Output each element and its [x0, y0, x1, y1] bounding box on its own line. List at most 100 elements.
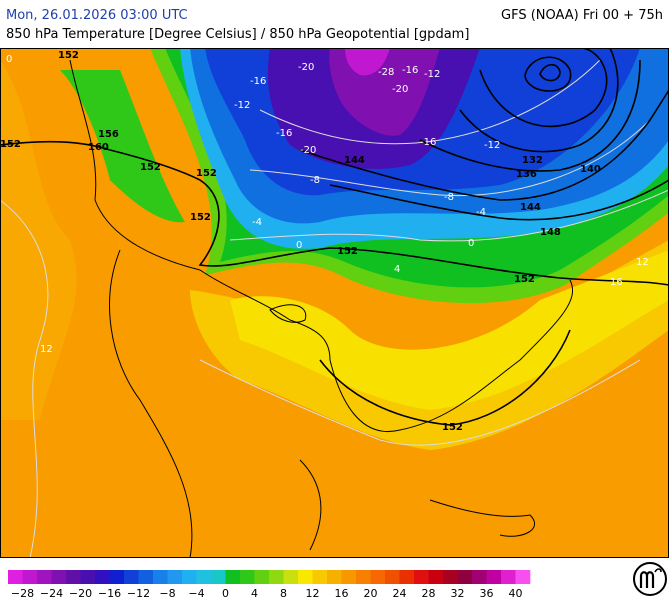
legend-swatch	[486, 570, 502, 584]
isotherm-label: -8	[444, 192, 454, 203]
legend-swatch	[370, 570, 386, 584]
contour-label: 152	[196, 168, 217, 179]
legend-label: 36	[480, 587, 494, 600]
legend-swatch	[327, 570, 342, 584]
legend-swatch	[196, 570, 212, 584]
isotherm-label: -4	[252, 217, 262, 228]
logo	[633, 562, 667, 596]
contour-label: 152	[337, 246, 358, 257]
contour-label: 144	[520, 202, 541, 213]
legend-swatch	[414, 570, 429, 584]
legend-label: −20	[69, 587, 92, 600]
contour-label: 140	[580, 164, 601, 175]
contour-label: 148	[540, 227, 561, 238]
isotherm-label: -16	[250, 76, 266, 87]
datetime: Mon, 26.01.2026 03:00 UTC	[6, 8, 188, 23]
isotherm-label: -28	[378, 67, 394, 78]
legend-swatch	[472, 570, 487, 584]
geopotential-contours	[0, 48, 669, 426]
legend-swatch	[356, 570, 371, 584]
isotherm-label: 0	[296, 240, 302, 251]
legend-swatch	[269, 570, 284, 584]
legend-swatch	[385, 570, 400, 584]
isotherm-label: -12	[424, 69, 440, 80]
isotherm-label: -8	[310, 175, 320, 186]
legend-label: −16	[98, 587, 121, 600]
legend-label: 40	[509, 587, 523, 600]
legend-swatch	[211, 570, 226, 584]
isotherm-label: 12	[40, 344, 53, 355]
subtitle: 850 hPa Temperature [Degree Celsius] / 8…	[6, 27, 469, 42]
logo-glyph	[639, 571, 655, 588]
legend-swatch	[457, 570, 473, 584]
contour-label: 152	[0, 139, 21, 150]
legend-label: −4	[188, 587, 204, 600]
contour-label: 152	[190, 212, 211, 223]
contour-label: 152	[58, 50, 79, 61]
logo-circle	[633, 562, 667, 596]
contour-label: 156	[98, 129, 119, 140]
isotherm-label: 4	[394, 264, 400, 275]
isotherm-label: 0	[468, 238, 474, 249]
legend-swatch	[399, 570, 415, 584]
legend-swatch	[240, 570, 255, 584]
isotherm-label: -20	[298, 62, 314, 73]
isotherm-label: 0	[6, 54, 12, 65]
legend-swatch	[138, 570, 154, 584]
legend-swatch	[167, 570, 183, 584]
legend-label: 8	[280, 587, 287, 600]
legend-label: 0	[222, 587, 229, 600]
legend-swatch	[312, 570, 328, 584]
legend-label: −28	[11, 587, 34, 600]
isotherm-label: -4	[476, 207, 486, 218]
legend-swatch	[22, 570, 38, 584]
legend-swatch	[124, 570, 139, 584]
legend-label: 32	[451, 587, 465, 600]
field-yellow-light	[230, 250, 669, 410]
logo-arc	[654, 568, 662, 573]
legend-swatch	[283, 570, 299, 584]
legend-label: 12	[306, 587, 320, 600]
isotherm-label: -16	[420, 137, 436, 148]
isotherm-label: -12	[234, 100, 250, 111]
isotherm-label: -16	[276, 128, 292, 139]
legend-swatch	[501, 570, 516, 584]
isotherm-label: -16	[402, 65, 418, 76]
coastlines	[69, 59, 574, 558]
isotherm-label: 16	[610, 277, 623, 288]
temperature-isolines	[0, 59, 669, 558]
isotherm-label: -20	[392, 84, 408, 95]
temperature-labels: 0 -16 -20 -28 -16 -12 -20 -16 -12 -16 -2…	[6, 54, 649, 355]
legend-swatch	[80, 570, 96, 584]
legend-swatch	[254, 570, 270, 584]
legend-label: −24	[40, 587, 63, 600]
legend-swatch	[182, 570, 197, 584]
legend-label: 20	[364, 587, 378, 600]
legend-swatch	[428, 570, 444, 584]
contour-label: 152	[442, 422, 463, 433]
contour-label: 160	[88, 142, 109, 153]
legend-label: 16	[335, 587, 349, 600]
contour-label: 144	[344, 155, 365, 166]
model-run: GFS (NOAA) Fri 00 + 75h	[501, 8, 663, 23]
map: 152 152 152 152 156 160 152 144 132 136 …	[0, 48, 669, 558]
geopotential-labels: 152 152 152 152 156 160 152 144 132 136 …	[0, 50, 601, 433]
legend-swatch	[153, 570, 168, 584]
isotherm-label: -12	[484, 140, 500, 151]
legend-label: 4	[251, 587, 258, 600]
legend-swatch	[66, 570, 81, 584]
legend-swatch	[37, 570, 52, 584]
field-orange-light	[0, 60, 77, 420]
legend-swatch	[8, 570, 23, 584]
legend-swatch	[95, 570, 110, 584]
contour-label: 152	[514, 274, 535, 285]
legend-label: −8	[159, 587, 175, 600]
legend-label: −12	[127, 587, 150, 600]
legend-swatch	[109, 570, 125, 584]
contour-label: 132	[522, 155, 543, 166]
field-yellow	[190, 240, 669, 450]
contour-label: 152	[140, 162, 161, 173]
legend-label: 28	[422, 587, 436, 600]
